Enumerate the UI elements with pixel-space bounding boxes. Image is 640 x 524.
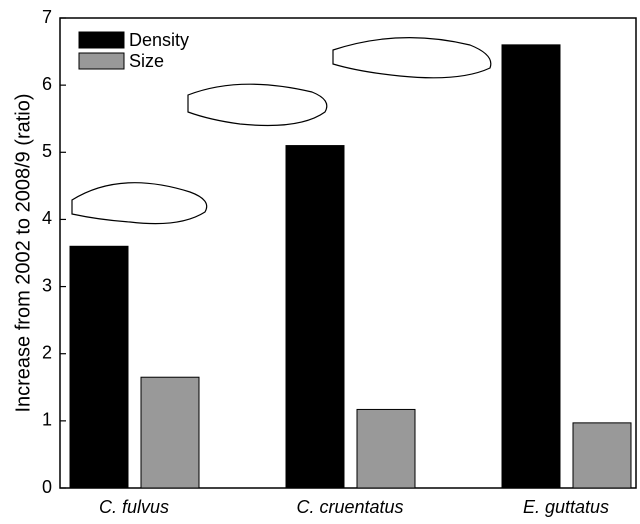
y-tick-label: 0	[42, 477, 52, 497]
bar	[501, 44, 561, 489]
bar	[140, 376, 200, 489]
fish-illustrations	[71, 37, 492, 225]
y-tick-label: 2	[42, 342, 52, 362]
fish-illustration	[71, 182, 208, 225]
legend-label: Size	[129, 51, 164, 71]
y-axis-label: Increase from 2002 to 2008/9 (ratio)	[12, 93, 34, 412]
x-tick-label: C. cruentatus	[296, 497, 403, 517]
legend-swatch	[78, 52, 125, 70]
y-tick-label: 5	[42, 141, 52, 161]
y-tick-label: 4	[42, 208, 52, 228]
y-tick-label: 6	[42, 74, 52, 94]
bar	[69, 245, 129, 489]
legend-swatch	[78, 31, 125, 49]
y-tick-label: 7	[42, 7, 52, 27]
bar	[285, 145, 345, 489]
x-tick-label: E. guttatus	[523, 497, 609, 517]
y-tick-label: 1	[42, 410, 52, 430]
bar	[356, 408, 416, 489]
y-tick-label: 3	[42, 275, 52, 295]
bar	[572, 422, 632, 489]
x-tick-label: C. fulvus	[99, 497, 169, 517]
fish-illustration	[332, 37, 492, 79]
plot-frame	[59, 17, 637, 489]
legend-label: Density	[129, 30, 189, 50]
fish-illustration	[187, 83, 328, 127]
